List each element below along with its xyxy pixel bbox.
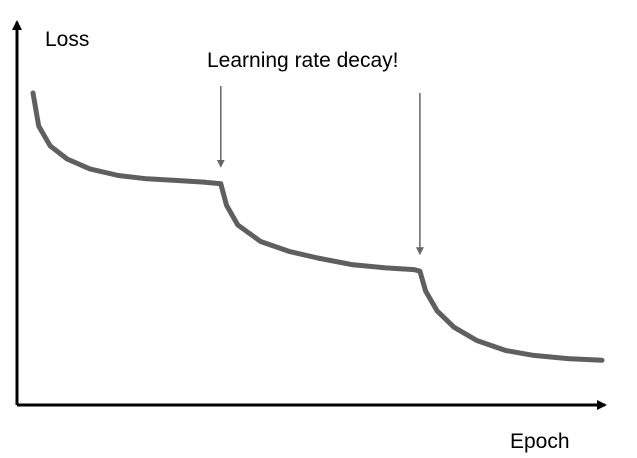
y-axis-label: Loss: [45, 28, 89, 51]
loss-series-line: [30, 90, 605, 363]
annotation-label: Learning rate decay!: [207, 49, 398, 72]
x-axis-label: Epoch: [510, 430, 570, 453]
